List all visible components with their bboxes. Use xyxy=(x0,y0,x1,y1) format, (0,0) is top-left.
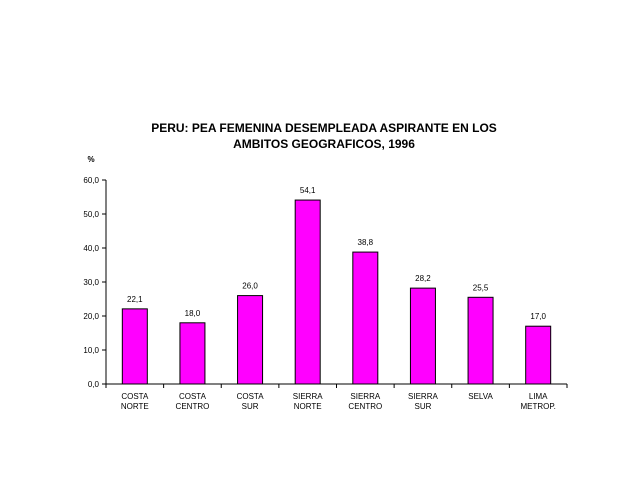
y-tick-label: 60,0 xyxy=(83,176,99,185)
y-tick-label: 30,0 xyxy=(83,278,99,287)
y-axis-label: % xyxy=(87,155,94,164)
bar xyxy=(525,325,552,385)
data-label: 18,0 xyxy=(185,309,201,318)
chart-title-line-2: AMBITOS GEOGRAFICOS, 1996 xyxy=(233,137,415,151)
x-tick-label: SUR xyxy=(414,402,431,411)
x-tick-label: CENTRO xyxy=(176,402,210,411)
x-tick-label: NORTE xyxy=(121,402,149,411)
y-tick-label: 0,0 xyxy=(88,380,100,389)
x-tick-label: SIERRA xyxy=(293,392,323,401)
x-tick-label: NORTE xyxy=(294,402,322,411)
bar xyxy=(352,251,379,385)
plot-area: 0,010,020,030,040,050,060,022,1COSTANORT… xyxy=(83,176,568,411)
bar xyxy=(409,287,436,385)
data-label: 25,5 xyxy=(473,283,489,292)
x-tick-label: SIERRA xyxy=(408,392,438,401)
y-tick-label: 10,0 xyxy=(83,346,99,355)
y-tick-label: 50,0 xyxy=(83,210,99,219)
x-tick-label: COSTA xyxy=(179,392,207,401)
data-label: 22,1 xyxy=(127,295,143,304)
bar xyxy=(237,295,264,385)
x-tick-label: SIERRA xyxy=(350,392,380,401)
x-tick-label: COSTA xyxy=(237,392,265,401)
data-label: 26,0 xyxy=(242,282,258,291)
chart-title-line-1: PERU: PEA FEMENINA DESEMPLEADA ASPIRANTE… xyxy=(151,121,497,135)
bar xyxy=(294,199,321,385)
bar xyxy=(179,322,206,385)
data-label: 17,0 xyxy=(530,312,546,321)
x-tick-label: SELVA xyxy=(468,392,493,401)
x-tick-label: SUR xyxy=(242,402,259,411)
y-tick-label: 40,0 xyxy=(83,244,99,253)
x-tick-label: CENTRO xyxy=(348,402,382,411)
x-tick-label: LIMA xyxy=(529,392,548,401)
y-tick-label: 20,0 xyxy=(83,312,99,321)
x-tick-label: COSTA xyxy=(121,392,149,401)
x-tick-label: METROP. xyxy=(520,402,555,411)
data-label: 38,8 xyxy=(358,238,374,247)
bar xyxy=(121,308,148,385)
bar xyxy=(467,296,494,385)
data-label: 28,2 xyxy=(415,274,431,283)
data-label: 54,1 xyxy=(300,186,316,195)
